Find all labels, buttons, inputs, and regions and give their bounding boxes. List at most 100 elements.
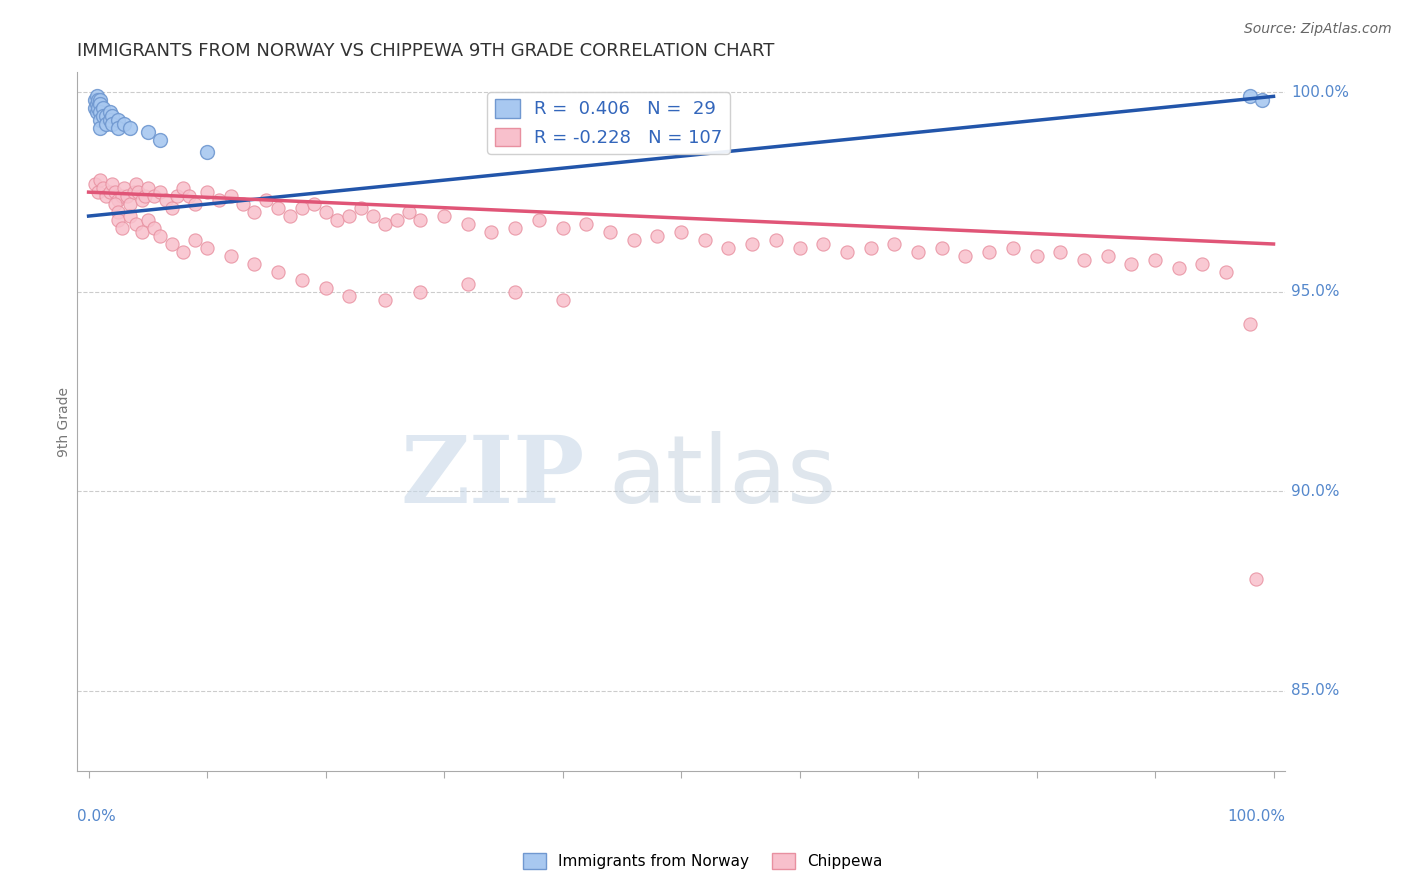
- Point: [669, 225, 692, 239]
- Point: [107, 205, 129, 219]
- Point: [1239, 89, 1261, 103]
- Point: [326, 213, 349, 227]
- Point: [481, 225, 503, 239]
- Point: [527, 213, 550, 227]
- Point: [91, 181, 114, 195]
- Point: [160, 201, 183, 215]
- Text: atlas: atlas: [609, 432, 837, 524]
- Point: [86, 97, 108, 112]
- Point: [172, 181, 194, 195]
- Point: [89, 113, 111, 128]
- Point: [398, 205, 420, 219]
- Point: [149, 185, 172, 199]
- Point: [86, 89, 108, 103]
- Point: [195, 185, 218, 199]
- Point: [134, 189, 156, 203]
- Point: [125, 177, 148, 191]
- Point: [131, 225, 153, 239]
- Point: [104, 185, 127, 199]
- Point: [98, 185, 121, 199]
- Point: [122, 185, 145, 199]
- Point: [350, 201, 373, 215]
- Point: [195, 145, 218, 160]
- Point: [409, 213, 432, 227]
- Text: Source: ZipAtlas.com: Source: ZipAtlas.com: [1244, 22, 1392, 37]
- Text: IMMIGRANTS FROM NORWAY VS CHIPPEWA 9TH GRADE CORRELATION CHART: IMMIGRANTS FROM NORWAY VS CHIPPEWA 9TH G…: [77, 42, 775, 60]
- Point: [302, 197, 325, 211]
- Point: [374, 293, 396, 307]
- Point: [101, 117, 124, 131]
- Point: [243, 257, 266, 271]
- Point: [195, 241, 218, 255]
- Point: [741, 237, 763, 252]
- Point: [120, 197, 142, 211]
- Point: [107, 121, 129, 136]
- Point: [219, 249, 242, 263]
- Point: [374, 217, 396, 231]
- Point: [89, 97, 111, 112]
- Point: [291, 273, 314, 287]
- Point: [813, 237, 835, 252]
- Point: [149, 133, 172, 147]
- Point: [623, 233, 645, 247]
- Point: [1025, 249, 1047, 263]
- Point: [433, 209, 456, 223]
- Point: [83, 101, 105, 115]
- Point: [89, 105, 111, 120]
- Point: [931, 241, 953, 255]
- Point: [599, 225, 621, 239]
- Point: [457, 277, 479, 291]
- Point: [104, 197, 127, 211]
- Text: 85.0%: 85.0%: [1292, 683, 1340, 698]
- Point: [136, 181, 159, 195]
- Point: [87, 185, 110, 199]
- Point: [717, 241, 740, 255]
- Point: [107, 113, 129, 128]
- Point: [87, 101, 110, 115]
- Point: [551, 293, 574, 307]
- Point: [112, 117, 135, 131]
- Point: [96, 109, 118, 123]
- Point: [693, 233, 716, 247]
- Point: [1073, 252, 1095, 267]
- Point: [142, 221, 165, 235]
- Point: [647, 229, 669, 244]
- Y-axis label: 9th Grade: 9th Grade: [58, 386, 72, 457]
- Point: [1215, 265, 1237, 279]
- Text: 0.0%: 0.0%: [77, 809, 115, 824]
- Point: [883, 237, 905, 252]
- Point: [1239, 317, 1261, 331]
- Point: [337, 289, 360, 303]
- Point: [166, 189, 188, 203]
- Point: [1244, 572, 1267, 586]
- Point: [551, 221, 574, 235]
- Point: [86, 105, 108, 120]
- Text: 95.0%: 95.0%: [1292, 285, 1340, 300]
- Point: [89, 94, 111, 108]
- Point: [955, 249, 977, 263]
- Point: [337, 209, 360, 223]
- Point: [120, 121, 142, 136]
- Point: [101, 177, 124, 191]
- Point: [457, 217, 479, 231]
- Legend: Immigrants from Norway, Chippewa: Immigrants from Norway, Chippewa: [517, 847, 889, 875]
- Point: [503, 285, 526, 299]
- Point: [115, 189, 138, 203]
- Point: [208, 193, 231, 207]
- Point: [859, 241, 882, 255]
- Point: [835, 244, 858, 259]
- Point: [232, 197, 254, 211]
- Point: [1167, 260, 1189, 275]
- Point: [243, 205, 266, 219]
- Point: [765, 233, 787, 247]
- Text: ZIP: ZIP: [401, 433, 585, 523]
- Point: [254, 193, 277, 207]
- Point: [1049, 244, 1071, 259]
- Point: [1121, 257, 1143, 271]
- Point: [1001, 241, 1024, 255]
- Point: [96, 117, 118, 131]
- Point: [907, 244, 929, 259]
- Point: [184, 233, 207, 247]
- Point: [107, 213, 129, 227]
- Text: 100.0%: 100.0%: [1292, 85, 1350, 100]
